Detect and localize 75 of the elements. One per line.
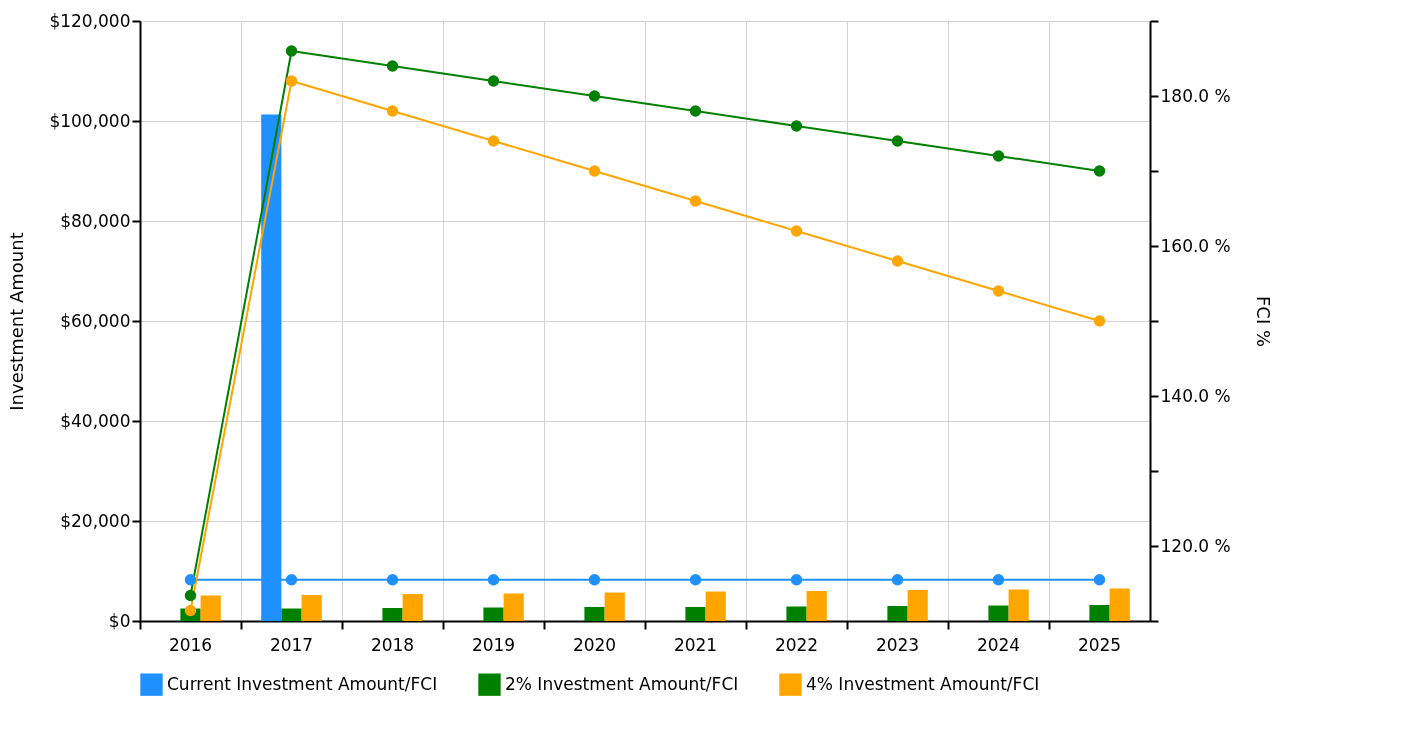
point [790,120,803,132]
point [184,604,197,617]
y-tick-label: $60,000 [60,310,131,331]
bar [806,591,827,621]
x-tick-label: 2018 [370,634,415,655]
bar [705,591,726,621]
bar [887,606,908,621]
y2-tick-label: 180.0 % [1160,85,1231,106]
point [790,225,803,237]
point [588,574,601,586]
legend-label: 2% Investment Amount/FCI [505,673,739,694]
bar [281,608,302,621]
point [1093,315,1106,327]
x-tick-label: 2024 [976,634,1021,655]
x-tick-label: 2016 [168,634,213,655]
point [891,574,904,586]
bar [604,592,625,621]
point [487,135,500,147]
point [992,574,1005,586]
point [1093,165,1106,177]
point [184,589,197,602]
y-tick-label: $80,000 [60,210,131,231]
point [184,574,197,586]
point [285,45,298,57]
y-tick-label: $20,000 [60,510,131,531]
point [588,165,601,177]
point [992,285,1005,297]
y-axis-title: Investment Amount [6,232,28,411]
legend-label: Current Investment Amount/FCI [167,673,438,694]
bar [907,590,928,621]
x-tick-label: 2020 [572,634,617,655]
y2-tick-label: 160.0 % [1160,235,1231,256]
point [285,75,298,87]
point [790,574,803,586]
point [992,150,1005,162]
bar [584,607,605,621]
y-tick-label: $0 [108,610,131,631]
point [487,75,500,87]
bar [786,606,807,621]
y2-axis-title: FCI % [1252,295,1274,348]
bar [200,595,221,621]
point [386,105,399,117]
x-tick-label: 2021 [673,634,718,655]
point [689,574,702,586]
point [1093,574,1106,586]
x-tick-label: 2023 [875,634,920,655]
point [285,574,298,586]
y2-tick-label: 120.0 % [1160,535,1231,556]
bar [1109,588,1130,621]
bar [988,605,1009,621]
bar [301,595,322,621]
bar [402,594,423,621]
bar [503,593,524,621]
point [386,60,399,72]
bar [1089,605,1110,621]
point [689,105,702,117]
y-tick-label: $40,000 [60,410,131,431]
x-tick-label: 2017 [269,634,314,655]
bar [483,607,504,621]
point [891,135,904,147]
y2-tick-label: 140.0 % [1160,385,1231,406]
y-tick-label: $120,000 [49,10,131,31]
bar [685,607,706,621]
point [588,90,601,102]
x-tick-label: 2019 [471,634,516,655]
x-tick-label: 2025 [1077,634,1122,655]
bar [1008,589,1029,621]
point [386,574,399,586]
x-tick-label: 2022 [774,634,819,655]
y-tick-label: $100,000 [49,110,131,131]
point [487,574,500,586]
bar [382,608,403,621]
point [689,195,702,207]
legend-label: 4% Investment Amount/FCI [806,673,1040,694]
point [891,255,904,267]
